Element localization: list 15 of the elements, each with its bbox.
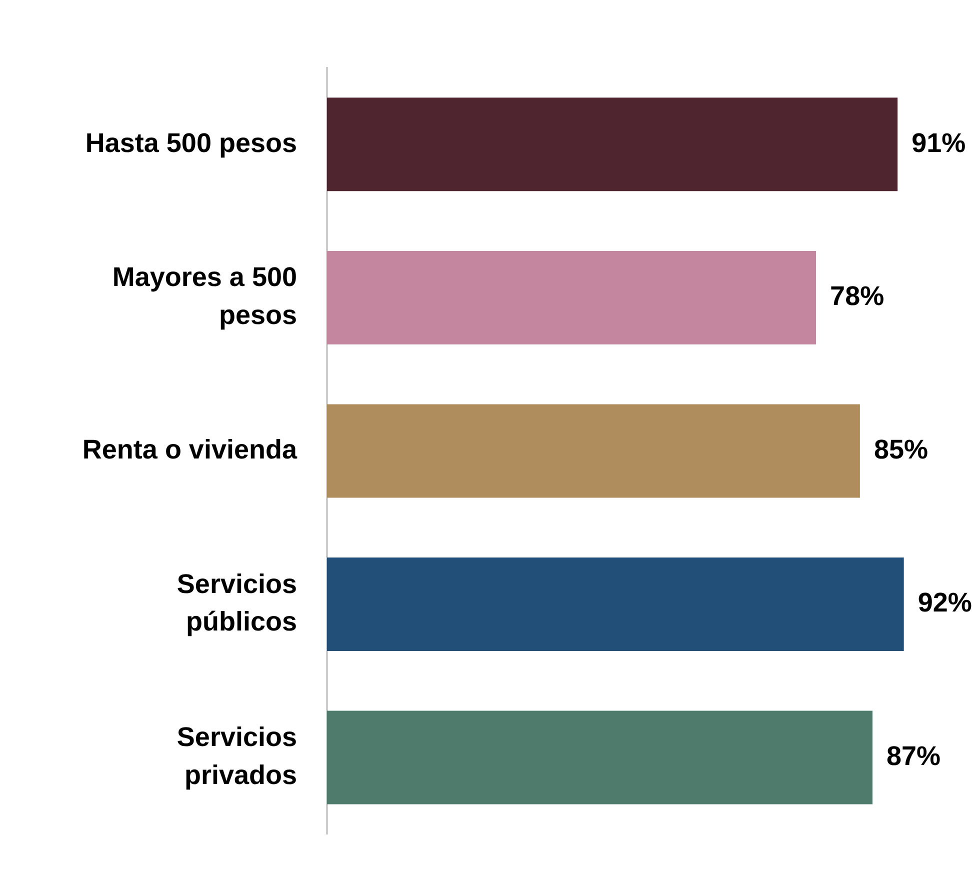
y-tick-label: Servicios públicos — [176, 568, 297, 637]
data-label: 92% — [918, 588, 972, 618]
bar — [327, 250, 816, 344]
bar — [327, 710, 872, 804]
y-tick-label: Renta o vivienda — [82, 434, 298, 464]
data-label: 85% — [874, 434, 928, 464]
bar — [327, 98, 898, 192]
data-label: 87% — [886, 740, 941, 771]
data-label: 91% — [912, 128, 966, 158]
y-tick-label: Mayores a 500 pesos — [112, 262, 297, 330]
bar — [327, 404, 860, 498]
y-tick-label: Hasta 500 pesos — [85, 128, 297, 158]
y-tick-label: Servicios privados — [176, 722, 297, 790]
data-label: 78% — [830, 281, 884, 312]
bar — [327, 557, 904, 651]
